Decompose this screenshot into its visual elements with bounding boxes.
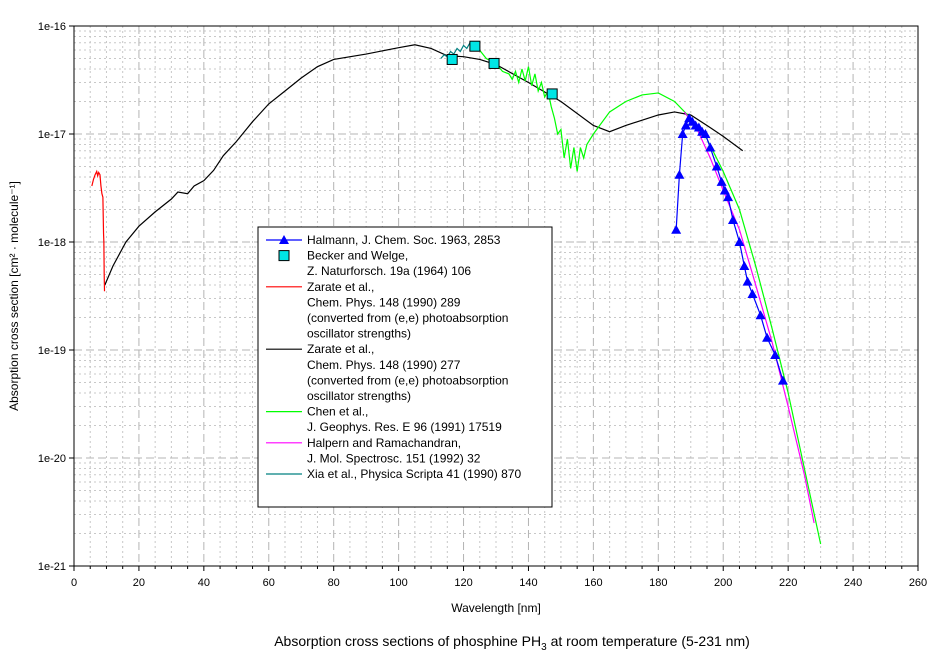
- data-point-square: [446, 53, 458, 65]
- legend-label: J. Mol. Spectrosc. 151 (1992) 32: [307, 451, 481, 465]
- data-point-triangle: [723, 192, 734, 202]
- data-point-square: [469, 40, 481, 52]
- series-line-2: [91, 169, 106, 292]
- data-point-triangle: [719, 185, 730, 195]
- x-tick-label: 0: [71, 577, 77, 589]
- data-point-triangle: [734, 237, 745, 246]
- data-point-triangle: [742, 276, 753, 286]
- x-tick-label: 100: [389, 577, 407, 589]
- legend-square-icon: [278, 250, 290, 262]
- x-tick-label: 140: [519, 577, 537, 589]
- y-axis-label: Absorption cross section [cm² · molecule…: [7, 181, 21, 411]
- data-point-triangle: [671, 224, 682, 234]
- data-point-triangle: [700, 129, 711, 138]
- legend-label: (converted from (e,e) photoabsorption: [307, 311, 508, 325]
- x-tick-label: 160: [584, 577, 602, 589]
- x-tick-label: 40: [198, 577, 210, 589]
- legend-label: Chen et al.,: [307, 405, 368, 419]
- legend-label: J. Geophys. Res. E 96 (1991) 17519: [307, 420, 502, 434]
- data-point-triangle: [716, 176, 727, 186]
- chart-title-main: Absorption cross sections of phosphine P…: [274, 633, 541, 649]
- data-point-triangle: [739, 260, 750, 270]
- data-point-triangle: [747, 289, 758, 299]
- data-point-triangle: [762, 332, 773, 342]
- legend-item: Becker and Welge,Z. Naturforsch. 19a (19…: [278, 249, 471, 278]
- legend-item: Halpern and Ramachandran,J. Mol. Spectro…: [266, 436, 481, 465]
- data-point-triangle: [677, 129, 688, 138]
- legend-label: Becker and Welge,: [307, 249, 408, 263]
- chart-title-subscript: 3: [541, 642, 547, 653]
- x-tick-label: 20: [133, 577, 145, 589]
- x-tick-label: 60: [263, 577, 275, 589]
- y-tick-label: 1e-21: [38, 561, 66, 573]
- series-line-5: [683, 111, 815, 524]
- x-tick-label: 260: [909, 577, 927, 589]
- x-tick-label: 80: [328, 577, 340, 589]
- legend-box: [257, 226, 553, 508]
- data-point-triangle: [777, 375, 788, 385]
- legend-triangle-icon: [279, 235, 289, 244]
- data-point-triangle: [674, 169, 685, 179]
- legend-label: Chem. Phys. 148 (1990) 289: [307, 295, 461, 309]
- plot-series: [91, 40, 822, 545]
- y-tick-label: 1e-20: [38, 453, 66, 465]
- legend-label: Xia et al., Physica Scripta 41 (1990) 87…: [307, 467, 521, 481]
- legend-label: Zarate et al.,: [307, 280, 374, 294]
- x-tick-label: 220: [779, 577, 797, 589]
- legend-item: Zarate et al., Chem. Phys. 148 (1990) 277…: [266, 342, 508, 403]
- y-tick-label: 1e-18: [38, 237, 66, 249]
- legend-label: oscillator strengths): [307, 389, 411, 403]
- legend-item: Xia et al., Physica Scripta 41 (1990) 87…: [266, 467, 521, 481]
- data-point-triangle: [705, 142, 716, 152]
- chart-title-tail: at room temperature (5-231 nm): [547, 633, 750, 649]
- chart-title: Absorption cross sections of phosphine P…: [274, 633, 750, 653]
- legend-label: Chem. Phys. 148 (1990) 277: [307, 358, 461, 372]
- y-tick-label: 1e-16: [38, 21, 66, 33]
- legend-label: Z. Naturforsch. 19a (1964) 106: [307, 264, 471, 278]
- x-tick-label: 120: [454, 577, 472, 589]
- legend: Halmann, J. Chem. Soc. 1963, 2853 Becker …: [257, 226, 553, 508]
- data-point-triangle: [755, 310, 766, 320]
- data-point-triangle: [711, 161, 722, 171]
- y-tick-label: 1e-17: [38, 129, 66, 141]
- y-tick-label: 1e-19: [38, 345, 66, 357]
- legend-item: Chen et al.,J. Geophys. Res. E 96 (1991)…: [266, 405, 502, 434]
- legend-label: Zarate et al.,: [307, 342, 374, 356]
- legend-label: Halmann, J. Chem. Soc. 1963, 2853: [307, 233, 501, 247]
- data-point-triangle: [727, 214, 738, 224]
- x-axis-label: Wavelength [nm]: [451, 601, 541, 615]
- data-point-triangle: [680, 120, 691, 130]
- legend-label: oscillator strengths): [307, 327, 411, 341]
- legend-item: Zarate et al.,Chem. Phys. 148 (1990) 289…: [266, 280, 508, 341]
- x-tick-label: 200: [714, 577, 732, 589]
- legend-item: Halmann, J. Chem. Soc. 1963, 2853: [266, 233, 501, 247]
- legend-label: (converted from (e,e) photoabsorption: [307, 373, 508, 387]
- data-point-square: [488, 57, 500, 69]
- data-point-square: [546, 88, 558, 100]
- series-line-3: [104, 44, 744, 286]
- legend-label: Halpern and Ramachandran,: [307, 436, 461, 450]
- x-tick-label: 180: [649, 577, 667, 589]
- x-tick-label: 240: [844, 577, 862, 589]
- data-point-triangle: [770, 349, 781, 359]
